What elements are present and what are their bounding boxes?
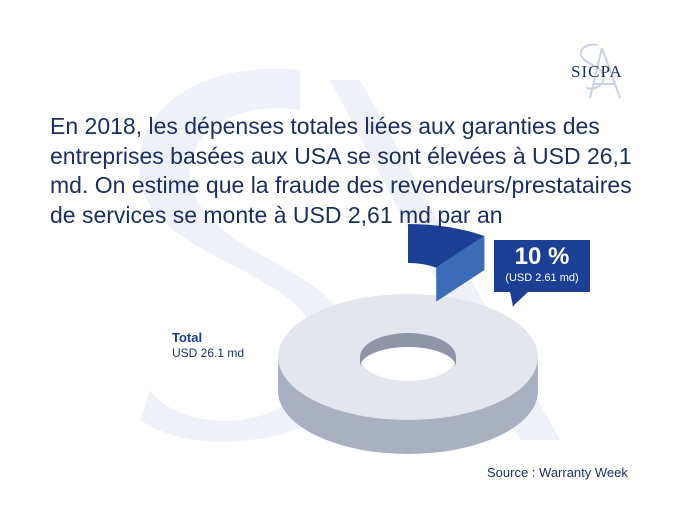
total-label: Total xyxy=(172,330,203,345)
sicpa-logo-icon xyxy=(579,43,621,99)
callout-value: (USD 2.61 md) xyxy=(505,272,579,284)
source-note: Source : Warranty Week xyxy=(487,465,628,480)
callout-percent: 10 % xyxy=(514,243,570,270)
callout-pointer xyxy=(510,292,528,306)
brand-name: SICPA xyxy=(571,62,623,81)
headline: En 2018, les dépenses totales liées aux … xyxy=(50,113,632,228)
slice-side-wall xyxy=(436,236,485,302)
total-value: USD 26.1 md xyxy=(172,346,245,360)
ring-hole-inner-wall xyxy=(360,333,456,367)
donut-slices xyxy=(278,224,538,454)
slice-top-face xyxy=(408,224,485,268)
percent-callout: 10 % (USD 2.61 md) xyxy=(494,240,590,292)
